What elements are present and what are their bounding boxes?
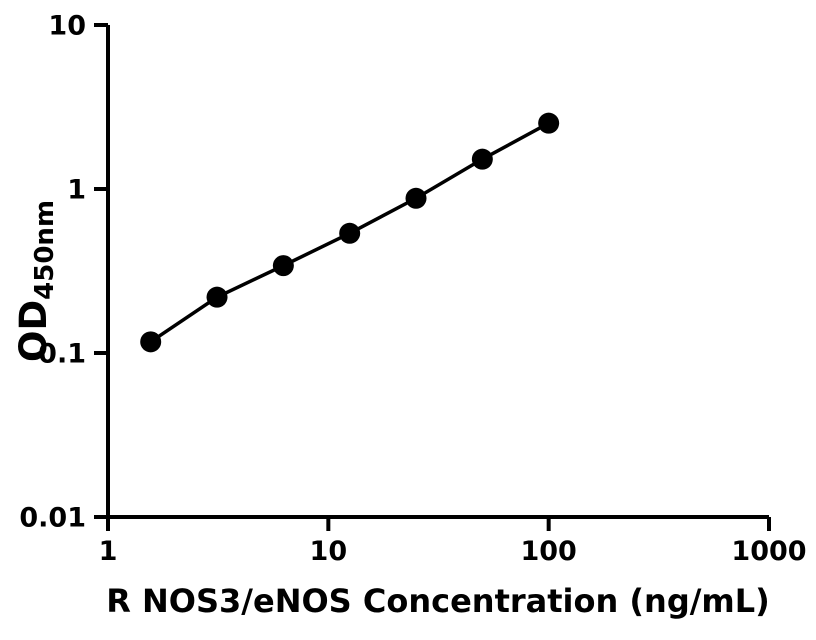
y-tick-label: 10 [48,10,86,41]
x-tick-label: 1 [99,536,118,567]
data-point [538,112,560,134]
y-tick-label: 1 [67,174,86,205]
data-point [140,331,162,353]
data-point [471,148,493,170]
data-point [339,222,361,244]
data-point [405,187,427,209]
y-axis-title-sub: 450nm [30,200,60,300]
y-tick-label: 0.1 [38,338,86,369]
x-tick-label: 100 [520,536,576,567]
x-tick-label: 1000 [731,536,806,567]
y-tick-label: 0.01 [19,502,86,533]
axis-spines [106,25,769,519]
plot-area: 0.01 0.1 1 10 1 10 100 1000 [19,10,806,567]
x-tick-label: 10 [310,536,348,567]
y-axis-title-main: OD [12,300,55,362]
x-axis-title: R NOS3/eNOS Concentration (ng/mL) [106,582,770,620]
data-point [272,255,294,277]
data-point [206,286,228,308]
y-axis-title: OD450nm [12,200,60,362]
